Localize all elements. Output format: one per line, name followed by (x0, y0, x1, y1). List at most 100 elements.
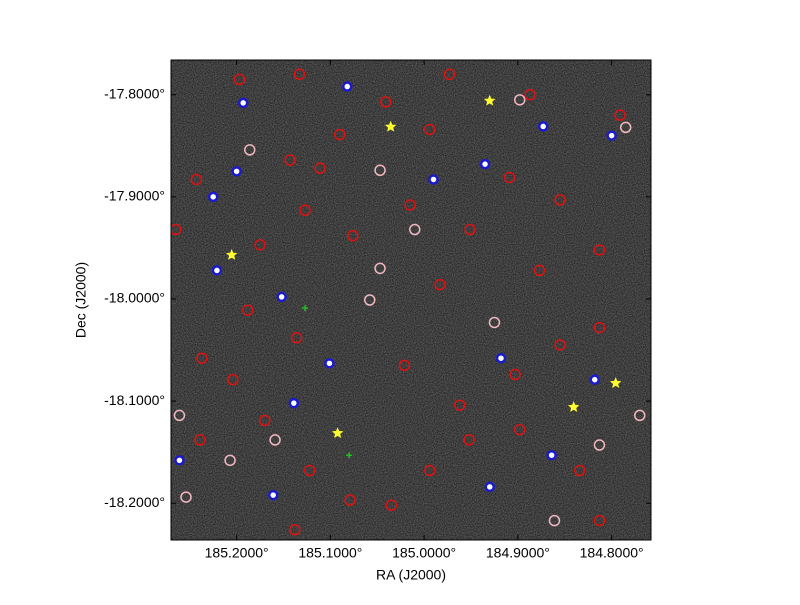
source-dot (342, 81, 353, 92)
source-ring (290, 332, 303, 344)
source-ring (254, 239, 266, 251)
source-star (331, 427, 344, 438)
source-dot (606, 130, 617, 141)
source-dot (207, 191, 219, 203)
source-ring (180, 491, 192, 503)
source-ring (614, 109, 626, 121)
source-ring (514, 94, 526, 106)
source-dot (237, 97, 249, 109)
source-ring (242, 304, 254, 316)
source-ring (464, 223, 476, 236)
source-ring (424, 123, 436, 136)
x-tick-label: 185.0000° (392, 545, 456, 561)
x-axis-label: RA (J2000) (376, 567, 446, 583)
source-ring (334, 128, 346, 141)
source-ring (379, 96, 392, 108)
source-dot (174, 455, 185, 466)
source-dot (211, 265, 223, 276)
source-ring (293, 68, 306, 81)
source-star (225, 249, 238, 260)
source-dot (288, 397, 300, 409)
source-ring (488, 316, 501, 329)
source-ring (284, 154, 296, 166)
source-star (609, 377, 622, 388)
source-ring (554, 194, 566, 206)
source-ring (398, 359, 411, 372)
source-ring (619, 121, 632, 134)
source-ring (533, 264, 546, 277)
y-tick-label: -18.2000° (104, 494, 165, 510)
source-ring (593, 321, 606, 334)
x-tick-label: 185.1000° (298, 545, 362, 561)
source-ring (224, 454, 236, 467)
source-ring (171, 223, 182, 236)
source-ring (269, 434, 281, 446)
source-ring (259, 414, 271, 427)
source-ring (514, 423, 526, 436)
source-ring (424, 464, 436, 477)
source-ring (404, 199, 416, 211)
source-ring (593, 439, 606, 451)
source-star (567, 401, 580, 412)
source-ring (548, 514, 561, 527)
source-ring (244, 144, 256, 156)
source-ring (434, 278, 446, 291)
x-tick-label: 185.2000° (205, 545, 269, 561)
source-ring (314, 162, 326, 175)
source-ring (347, 229, 359, 242)
source-ring (593, 514, 606, 527)
markers (171, 68, 646, 536)
source-dot (546, 449, 557, 461)
source-ring (634, 409, 646, 422)
source-ring (196, 352, 208, 364)
source-ring (344, 494, 356, 506)
source-ring (374, 262, 386, 275)
source-ring (194, 434, 206, 446)
source-ring (574, 464, 586, 477)
source-ring (233, 73, 246, 86)
source-ring (385, 499, 398, 512)
source-ring (509, 368, 521, 381)
x-tick-label: 184.9000° (486, 545, 550, 561)
source-dot (231, 166, 242, 177)
source-ring (227, 373, 239, 386)
source-dot (479, 158, 491, 170)
y-tick-label: -17.9000° (104, 188, 165, 204)
plot-frame (170, 59, 652, 541)
source-dot (267, 489, 279, 501)
source-ring (454, 399, 466, 411)
sky-noise (171, 60, 651, 540)
source-dot (484, 481, 495, 493)
source-dot (324, 358, 335, 369)
source-ring (299, 204, 311, 216)
source-ring (503, 171, 516, 184)
source-ring (289, 524, 301, 536)
y-tick-label: -18.1000° (104, 392, 165, 408)
source-ring (304, 464, 316, 477)
source-ring (443, 68, 456, 81)
source-star (384, 120, 397, 132)
y-axis-label: Dec (J2000) (73, 262, 89, 338)
source-dot (428, 174, 439, 185)
source-dot (589, 374, 600, 385)
source-dot (537, 121, 549, 132)
source-ring (524, 88, 536, 101)
source-ring (409, 223, 421, 236)
source-ring (463, 434, 475, 446)
y-tick-label: -18.0000° (104, 290, 165, 306)
source-ring (173, 409, 186, 422)
source-ring (374, 164, 386, 177)
source-dot (495, 352, 507, 364)
source-ring (190, 173, 203, 186)
x-tick-label: 184.8000° (580, 545, 644, 561)
source-cross (302, 305, 309, 312)
source-ring (593, 244, 606, 256)
source-star (483, 94, 496, 106)
source-ring (554, 339, 566, 351)
source-dot (276, 291, 287, 303)
y-tick-label: -17.8000° (104, 85, 165, 101)
source-ring (364, 294, 376, 306)
source-cross (346, 452, 353, 459)
